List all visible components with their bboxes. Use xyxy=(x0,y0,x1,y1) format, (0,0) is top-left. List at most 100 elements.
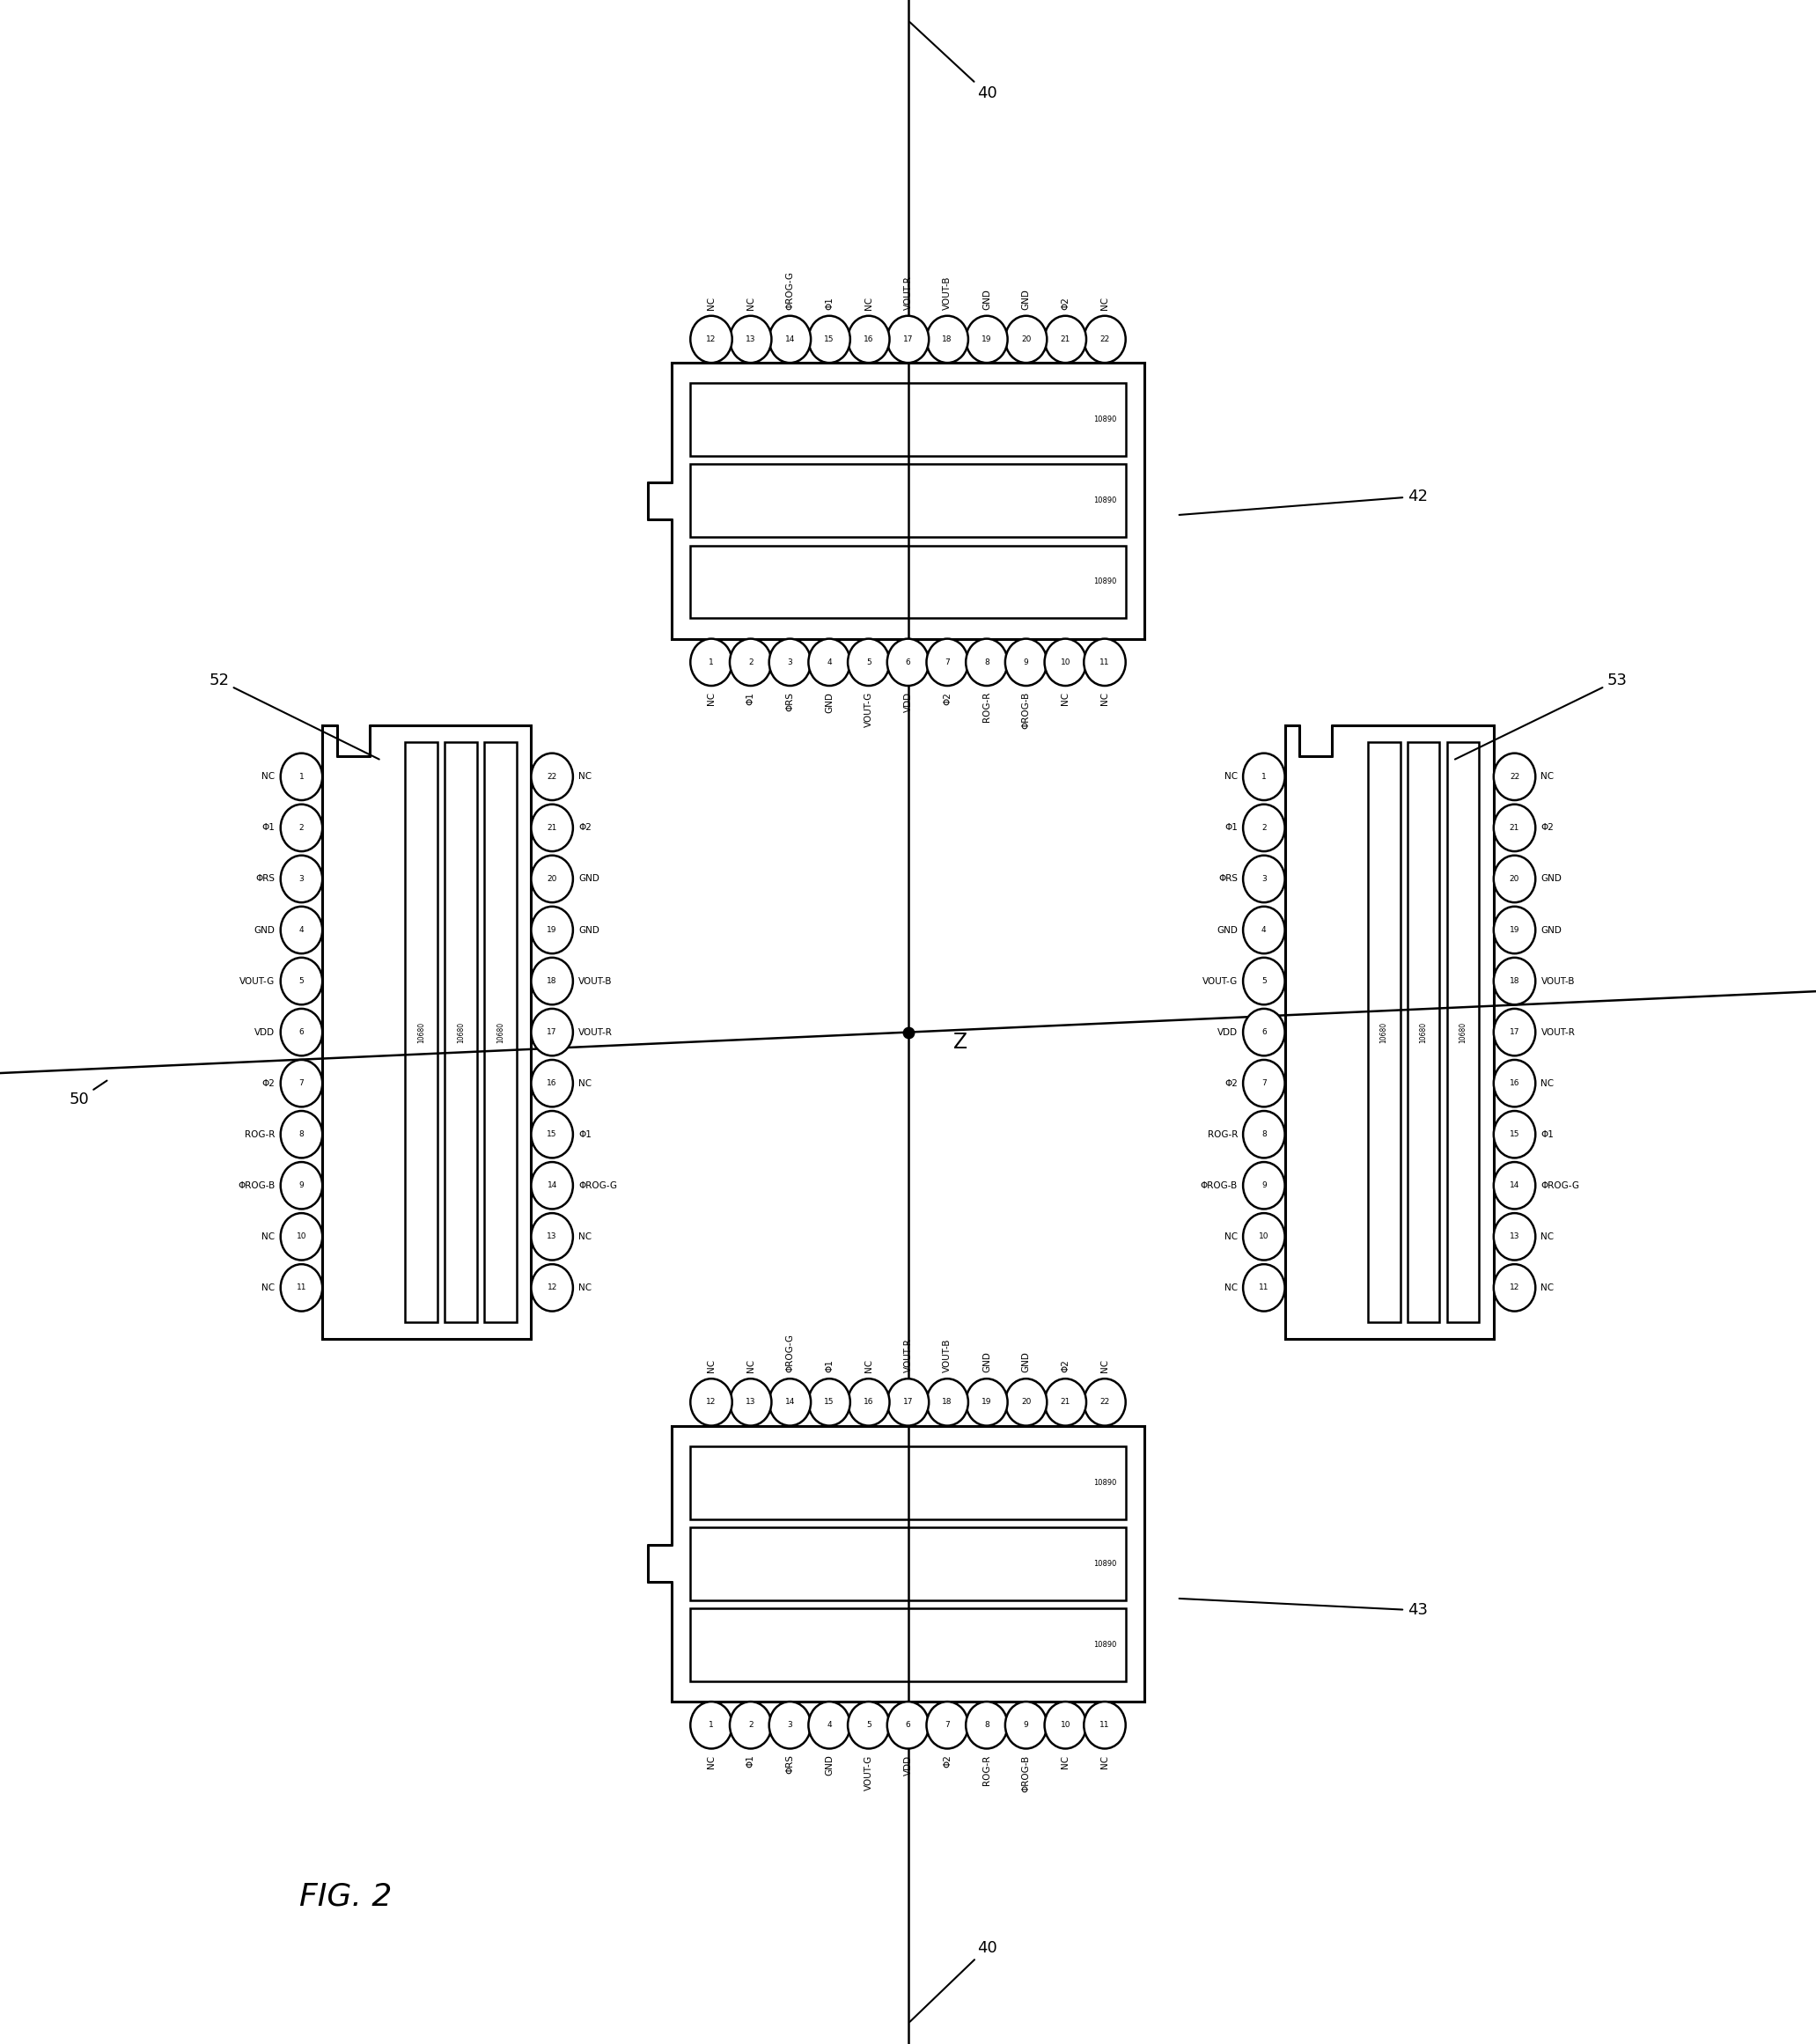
Text: 10890: 10890 xyxy=(1093,497,1117,505)
Text: Φ1: Φ1 xyxy=(1540,1130,1554,1139)
Circle shape xyxy=(848,1380,890,1427)
Text: 1: 1 xyxy=(300,773,303,781)
Text: 6: 6 xyxy=(300,1028,303,1036)
Text: GND: GND xyxy=(1217,926,1239,934)
Text: 7: 7 xyxy=(1262,1079,1266,1087)
Text: GND: GND xyxy=(1540,926,1562,934)
Circle shape xyxy=(926,315,968,364)
Circle shape xyxy=(280,1110,323,1157)
Text: 42: 42 xyxy=(1179,489,1427,515)
Circle shape xyxy=(690,1380,732,1427)
Text: 21: 21 xyxy=(1509,824,1520,832)
Circle shape xyxy=(1004,638,1046,687)
Text: 22: 22 xyxy=(1100,335,1110,343)
Circle shape xyxy=(966,1380,1008,1427)
Text: 2: 2 xyxy=(748,1721,754,1729)
Text: NC: NC xyxy=(1100,1754,1110,1768)
Circle shape xyxy=(280,905,323,953)
Bar xyxy=(690,384,1126,456)
Text: VOUT-G: VOUT-G xyxy=(864,1754,873,1791)
Circle shape xyxy=(1493,1263,1536,1310)
Text: 10890: 10890 xyxy=(1093,1560,1117,1568)
Circle shape xyxy=(1244,957,1286,1004)
Text: NC: NC xyxy=(706,691,716,705)
Circle shape xyxy=(886,315,930,364)
Circle shape xyxy=(1244,854,1286,903)
Text: 9: 9 xyxy=(1024,658,1028,666)
Text: Φ1: Φ1 xyxy=(746,1754,755,1768)
Text: NC: NC xyxy=(1224,773,1239,781)
Circle shape xyxy=(1493,1008,1536,1055)
Text: 20: 20 xyxy=(1509,875,1520,883)
Text: NC: NC xyxy=(1061,691,1070,705)
Circle shape xyxy=(280,754,323,801)
Text: Φ1: Φ1 xyxy=(824,296,834,309)
Bar xyxy=(1447,742,1478,1322)
Text: 8: 8 xyxy=(300,1130,303,1139)
Circle shape xyxy=(690,638,732,687)
Circle shape xyxy=(530,1263,574,1310)
Text: 4: 4 xyxy=(826,658,832,666)
Text: 10890: 10890 xyxy=(1093,578,1117,587)
Circle shape xyxy=(1084,315,1126,364)
Text: 10: 10 xyxy=(1061,658,1070,666)
Circle shape xyxy=(1493,854,1536,903)
Circle shape xyxy=(1244,1110,1286,1157)
Text: 16: 16 xyxy=(1509,1079,1520,1087)
Circle shape xyxy=(926,1380,968,1427)
Text: 2: 2 xyxy=(748,658,754,666)
Circle shape xyxy=(848,1701,890,1750)
Text: 9: 9 xyxy=(300,1181,303,1190)
Circle shape xyxy=(280,854,323,903)
Text: 11: 11 xyxy=(1100,658,1110,666)
Text: 3: 3 xyxy=(788,1721,792,1729)
Circle shape xyxy=(926,1701,968,1750)
Text: ΦROG-B: ΦROG-B xyxy=(1022,1754,1030,1793)
Text: 12: 12 xyxy=(706,1398,716,1406)
Text: 40: 40 xyxy=(910,1940,997,2022)
Text: GND: GND xyxy=(1022,1351,1030,1374)
Text: NC: NC xyxy=(1540,773,1554,781)
Circle shape xyxy=(886,1380,930,1427)
Text: ΦROG-G: ΦROG-G xyxy=(786,1335,794,1374)
Text: ΦRS: ΦRS xyxy=(256,875,274,883)
Text: VOUT-G: VOUT-G xyxy=(1202,977,1239,985)
Circle shape xyxy=(808,1380,850,1427)
Circle shape xyxy=(808,638,850,687)
Text: 17: 17 xyxy=(903,335,913,343)
Circle shape xyxy=(1244,1263,1286,1310)
Circle shape xyxy=(690,315,732,364)
Text: Φ2: Φ2 xyxy=(1061,296,1070,309)
Text: 11: 11 xyxy=(1258,1284,1269,1292)
Circle shape xyxy=(1084,1701,1126,1750)
Text: VDD: VDD xyxy=(904,1754,912,1774)
Text: GND: GND xyxy=(579,926,599,934)
Text: 21: 21 xyxy=(1061,335,1070,343)
Text: NC: NC xyxy=(746,1359,755,1374)
Text: Φ2: Φ2 xyxy=(943,691,952,705)
Bar xyxy=(1367,742,1400,1322)
Text: 17: 17 xyxy=(903,1398,913,1406)
Circle shape xyxy=(966,1701,1008,1750)
Text: 10: 10 xyxy=(296,1233,307,1241)
Text: VOUT-B: VOUT-B xyxy=(579,977,612,985)
Text: NC: NC xyxy=(1540,1284,1554,1292)
Text: VOUT-B: VOUT-B xyxy=(943,276,952,309)
Text: NC: NC xyxy=(1100,691,1110,705)
Text: NC: NC xyxy=(864,296,873,309)
Text: 7: 7 xyxy=(300,1079,303,1087)
Text: 14: 14 xyxy=(1509,1181,1520,1190)
Text: VDD: VDD xyxy=(1217,1028,1239,1036)
Text: VOUT-B: VOUT-B xyxy=(1540,977,1574,985)
Circle shape xyxy=(1493,1212,1536,1259)
Circle shape xyxy=(1004,1701,1046,1750)
Text: 9: 9 xyxy=(1262,1181,1266,1190)
Text: GND: GND xyxy=(579,875,599,883)
Circle shape xyxy=(530,754,574,801)
Text: NC: NC xyxy=(706,1754,716,1768)
Text: 6: 6 xyxy=(1262,1028,1266,1036)
Text: Φ1: Φ1 xyxy=(1224,824,1239,832)
Text: 8: 8 xyxy=(1262,1130,1266,1139)
Circle shape xyxy=(886,638,930,687)
Bar xyxy=(690,1447,1126,1519)
